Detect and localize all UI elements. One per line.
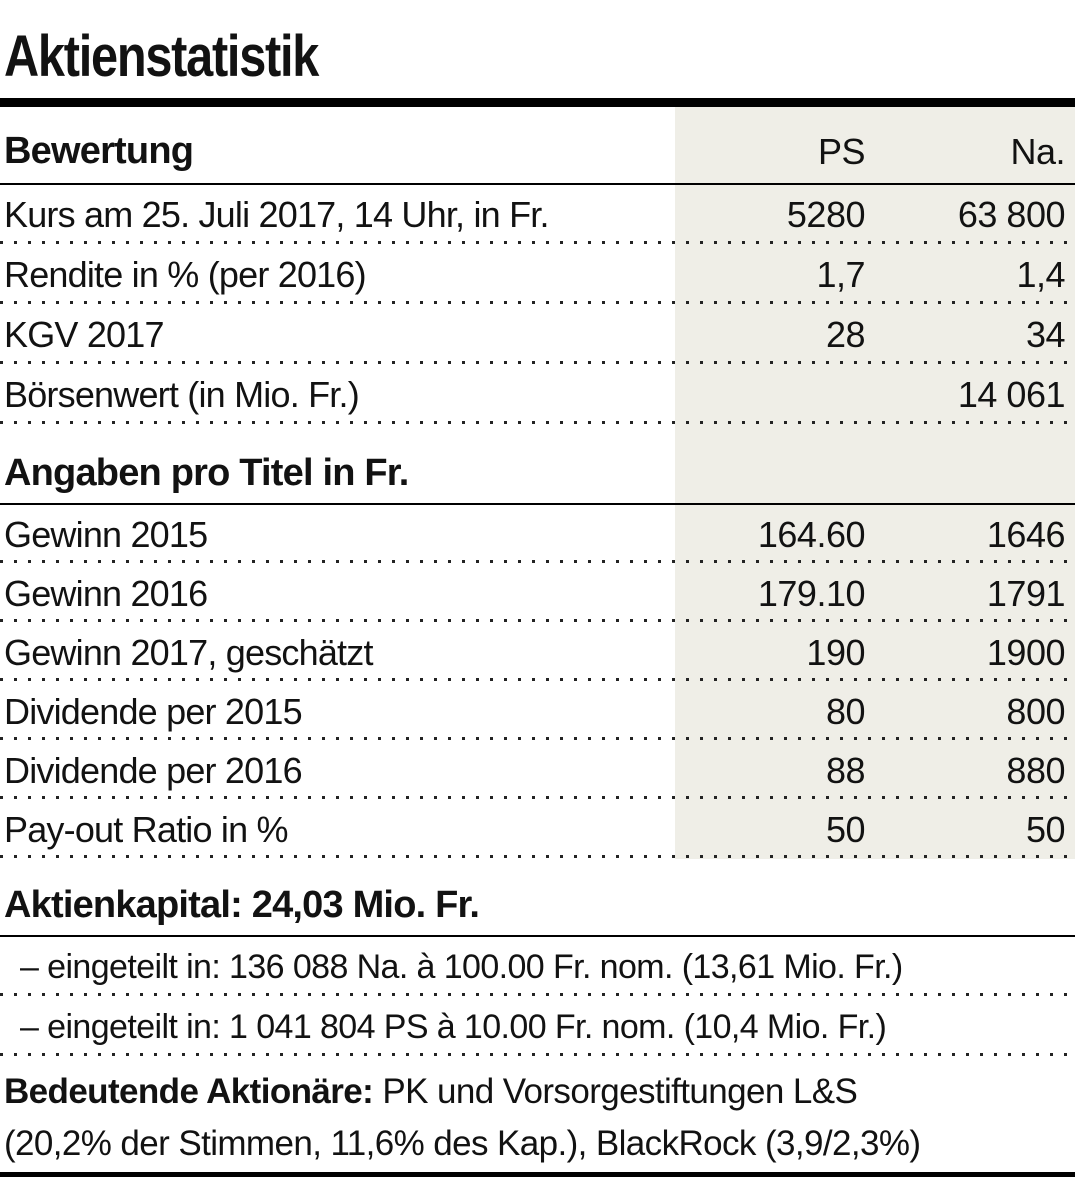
row-value-na: 50 xyxy=(1025,808,1066,850)
row-label: KGV 2017 xyxy=(4,314,165,355)
row-value-na: 1900 xyxy=(986,631,1066,673)
shareholders-line-1: Bedeutende Aktionäre: PK und Vorsorgesti… xyxy=(4,1066,1067,1118)
row-value-ps: 190 xyxy=(806,631,865,673)
row-label: Gewinn 2015 xyxy=(4,513,208,555)
section-header-aktienkapital: Aktienkapital: 24,03 Mio. Fr. xyxy=(0,859,1075,937)
row-value-ps: 1,7 xyxy=(816,254,865,295)
table-row: Gewinn 2015 164.60 1646 xyxy=(0,505,1075,564)
page-header: Aktienstatistik xyxy=(0,0,1075,98)
table-row: Kurs am 25. Juli 2017, 14 Uhr, in Fr. 52… xyxy=(0,185,1075,245)
column-header-na: Na. xyxy=(1010,131,1065,172)
row-value-na: 1791 xyxy=(986,572,1066,614)
table-row: Dividende per 2015 80 800 xyxy=(0,682,1075,741)
row-value-ps: 28 xyxy=(825,314,866,355)
row-value-ps: 5280 xyxy=(786,194,866,235)
row-label: Dividende per 2015 xyxy=(4,690,303,732)
shareholders-paragraph: Bedeutende Aktionäre: PK und Vorsorgesti… xyxy=(0,1057,1075,1170)
shareholders-line-2: (20,2% der Stimmen, 11,6% des Kap.), Bla… xyxy=(4,1124,921,1163)
section-header-bewertung: Bewertung xyxy=(4,130,194,172)
shareholders-lead: Bedeutende Aktionäre: xyxy=(4,1072,374,1111)
aktienkapital-line-ps: – eingeteilt in: 1 041 804 PS à 10.00 Fr… xyxy=(0,997,1075,1057)
row-value-na: 63 800 xyxy=(957,194,1066,235)
section-header-angaben: Angaben pro Titel in Fr. xyxy=(4,452,409,494)
top-rule xyxy=(0,98,1075,107)
table-row: Gewinn 2017, geschätzt 190 1900 xyxy=(0,623,1075,682)
row-label: Gewinn 2016 xyxy=(4,572,208,614)
row-label: Börsenwert (in Mio. Fr.) xyxy=(4,374,360,415)
table-row: Pay-out Ratio in % 50 50 xyxy=(0,800,1075,859)
row-value-ps: 80 xyxy=(825,690,866,732)
row-value-na: 14 061 xyxy=(957,374,1066,415)
table-row: Börsenwert (in Mio. Fr.) 14 061 xyxy=(0,365,1075,425)
row-label: Gewinn 2017, geschätzt xyxy=(4,631,373,673)
row-value-ps: 179.10 xyxy=(757,572,866,614)
table-header-row: Bewertung PS Na. xyxy=(0,107,1075,185)
row-value-ps: 164.60 xyxy=(757,513,866,555)
aktienkapital-line-na: – eingeteilt in: 136 088 Na. à 100.00 Fr… xyxy=(0,937,1075,997)
shareholders-line-1-rest: PK und Vorsorgestiftungen L&S xyxy=(373,1072,858,1111)
page-title: Aktienstatistik xyxy=(4,23,319,89)
table-row: Rendite in % (per 2016) 1,7 1,4 xyxy=(0,245,1075,305)
row-label: Kurs am 25. Juli 2017, 14 Uhr, in Fr. xyxy=(4,194,549,235)
row-label: Dividende per 2016 xyxy=(4,749,303,791)
row-label: Pay-out Ratio in % xyxy=(4,808,289,850)
row-value-na: 880 xyxy=(1006,749,1065,791)
table-row: KGV 2017 28 34 xyxy=(0,305,1075,365)
statistics-table: Bewertung PS Na. Kurs am 25. Juli 2017, … xyxy=(0,107,1075,859)
row-value-na: 34 xyxy=(1025,314,1066,355)
row-value-na: 1,4 xyxy=(1016,254,1065,295)
row-value-ps: 50 xyxy=(825,808,866,850)
row-value-na: 1646 xyxy=(986,513,1066,555)
section-header-row: Angaben pro Titel in Fr. xyxy=(0,425,1075,505)
bottom-rule xyxy=(0,1172,1075,1177)
column-header-ps: PS xyxy=(817,131,866,172)
row-value-ps: 88 xyxy=(825,749,866,791)
table-row: Gewinn 2016 179.10 1791 xyxy=(0,564,1075,623)
row-value-na: 800 xyxy=(1006,690,1065,732)
table-row: Dividende per 2016 88 880 xyxy=(0,741,1075,800)
row-label: Rendite in % (per 2016) xyxy=(4,254,367,295)
